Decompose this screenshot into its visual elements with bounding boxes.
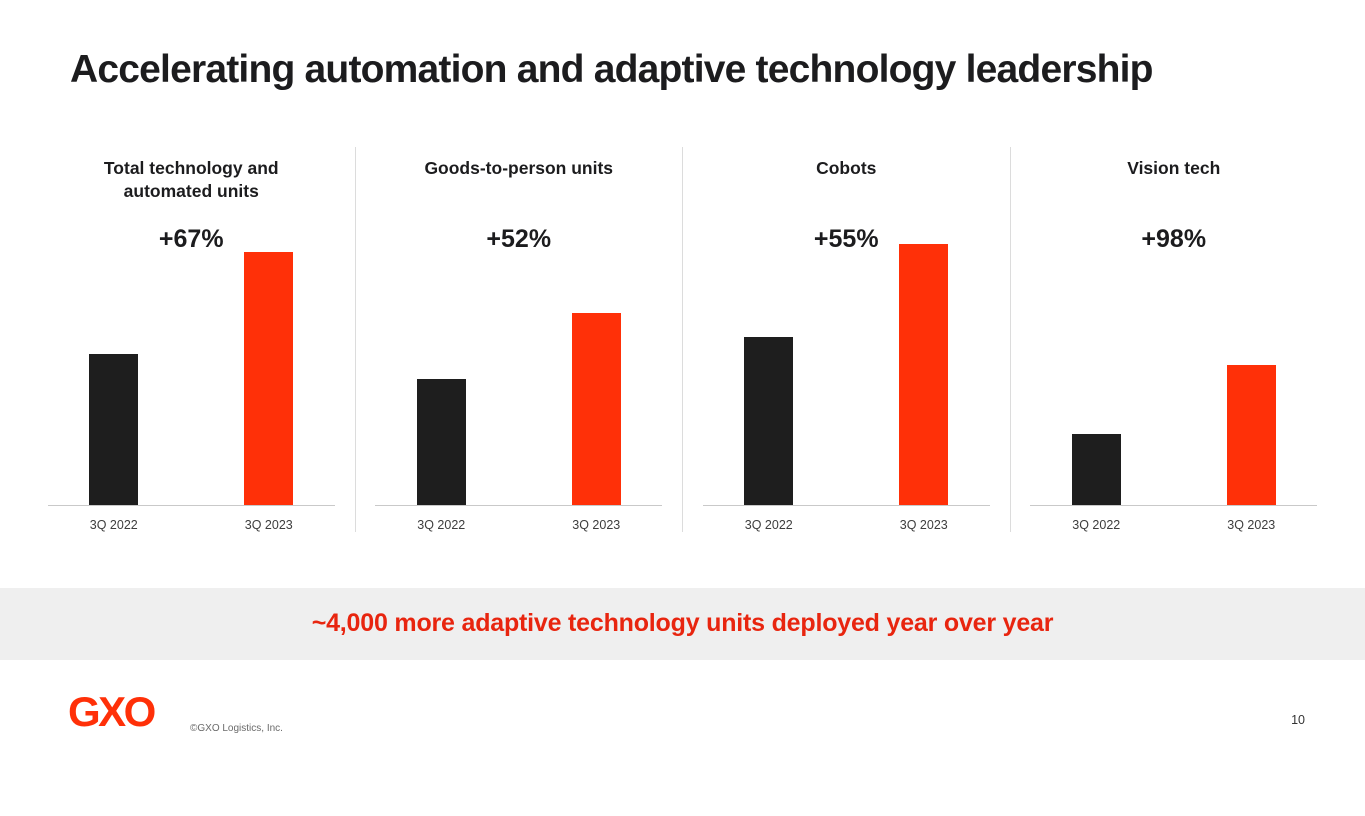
chart-title: Vision tech (1127, 157, 1221, 178)
bar-chart (1011, 239, 1338, 505)
x-axis-labels: 3Q 2022 3Q 2023 (28, 518, 355, 532)
chart-column-goods-to-person: Goods-to-person units +52% 3Q 2022 3Q 20… (354, 146, 683, 532)
x-axis-labels: 3Q 2022 3Q 2023 (683, 518, 1010, 532)
x-axis-labels: 3Q 2022 3Q 2023 (1011, 518, 1338, 532)
growth-label: +55% (813, 224, 879, 253)
bar-3q-2023 (244, 251, 294, 505)
bar-chart (683, 239, 1010, 505)
bar-chart (28, 239, 355, 505)
x-tick-label: 3Q 2023 (572, 517, 621, 532)
bar-3q-2023 (899, 243, 949, 505)
footer: GXO ©GXO Logistics, Inc. 10 (0, 660, 1365, 768)
x-axis-line (702, 504, 990, 506)
growth-label: +52% (486, 224, 552, 253)
x-tick-label: 3Q 2022 (89, 517, 138, 532)
chart-column-vision-tech: Vision tech +98% 3Q 2022 3Q 2023 (1009, 146, 1338, 532)
page-number: 10 (1291, 712, 1305, 727)
bar-3q-2022 (416, 378, 466, 505)
x-axis-line (375, 504, 663, 506)
x-tick-label: 3Q 2023 (899, 517, 948, 532)
key-takeaway-banner: ~4,000 more adaptive technology units de… (0, 587, 1365, 660)
x-axis-line (47, 504, 335, 506)
chart-column-total-technology: Total technology and automated units +67… (28, 147, 355, 532)
chart-title: Goods-to-person units (424, 157, 614, 178)
bar-3q-2023 (1226, 364, 1276, 505)
bar-3q-2022 (744, 336, 794, 505)
charts-row: Total technology and automated units +67… (28, 146, 1338, 532)
x-tick-label: 3Q 2022 (1072, 517, 1121, 532)
chart-title: Total technology and automated units (103, 157, 279, 202)
x-tick-label: 3Q 2022 (417, 517, 466, 532)
growth-label: +67% (158, 224, 224, 253)
x-tick-label: 3Q 2022 (744, 517, 793, 532)
growth-label: +98% (1141, 224, 1207, 253)
bar-3q-2022 (89, 353, 139, 505)
slide: Accelerating automation and adaptive tec… (0, 48, 1365, 816)
chart-title: Cobots (816, 157, 877, 178)
bar-chart (356, 239, 683, 505)
slide-title: Accelerating automation and adaptive tec… (70, 48, 1153, 91)
x-tick-label: 3Q 2023 (244, 517, 293, 532)
copyright-text: ©GXO Logistics, Inc. (190, 722, 283, 734)
bar-3q-2023 (571, 312, 621, 505)
x-tick-label: 3Q 2023 (1227, 517, 1276, 532)
gxo-logo: GXO (68, 687, 156, 735)
x-axis-labels: 3Q 2022 3Q 2023 (356, 518, 683, 532)
banner-text: ~4,000 more adaptive technology units de… (311, 609, 1054, 638)
bar-3q-2022 (1071, 433, 1121, 505)
chart-column-cobots: Cobots +55% 3Q 2022 3Q 2023 (682, 146, 1010, 532)
x-axis-line (1030, 504, 1318, 506)
